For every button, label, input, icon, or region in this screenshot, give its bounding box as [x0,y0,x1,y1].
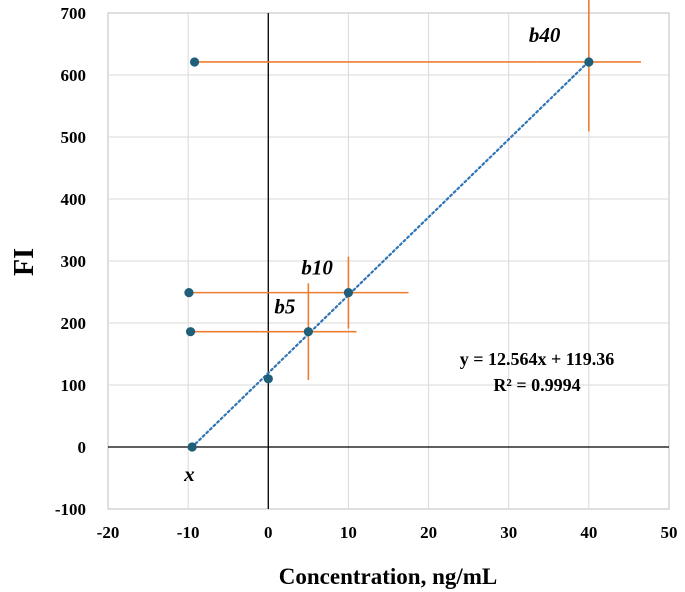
data-point [303,327,313,337]
y-tick-label: 400 [61,190,87,209]
data-point [584,57,594,67]
x-tick-label: 30 [500,523,517,542]
trendline-group [191,60,590,449]
data-point [185,327,196,337]
x-tick-label: 10 [340,523,357,542]
data-point [263,374,273,384]
y-tick-label: 500 [61,128,87,147]
x-tick-label: 0 [264,523,273,542]
point-label: b40 [529,23,561,47]
y-tick-label: 100 [61,376,87,395]
x-tick-label: -10 [177,523,200,542]
x-tick-labels: -20 -10 0 10 20 30 40 50 [97,523,678,542]
data-point [189,57,200,67]
r-squared-label: R² = 0.9994 [493,375,580,395]
axes [108,13,669,509]
data-point [343,288,354,298]
data-points [184,57,594,452]
y-tick-label: -100 [55,500,86,519]
y-axis-title: FI [9,248,40,276]
data-point [184,288,194,298]
point-label: x [183,462,195,486]
trendline-equation: y = 12.564x + 119.36 [460,349,615,369]
trendline [191,60,590,449]
y-tick-label: 300 [61,252,87,271]
x-tick-label: 40 [580,523,597,542]
y-tick-label: 200 [61,314,87,333]
point-label: b5 [274,295,295,319]
x-tick-label: 50 [661,523,678,542]
y-tick-labels: -100 0 100 200 300 400 500 600 700 [55,4,86,519]
x-tick-label: -20 [97,523,120,542]
y-tick-label: 600 [61,66,87,85]
data-point [187,442,197,452]
x-tick-label: 20 [420,523,437,542]
y-tick-label: 0 [78,438,87,457]
y-tick-label: 700 [61,4,87,23]
point-label: b10 [301,256,333,280]
x-axis-title: Concentration, ng/mL [279,564,498,589]
